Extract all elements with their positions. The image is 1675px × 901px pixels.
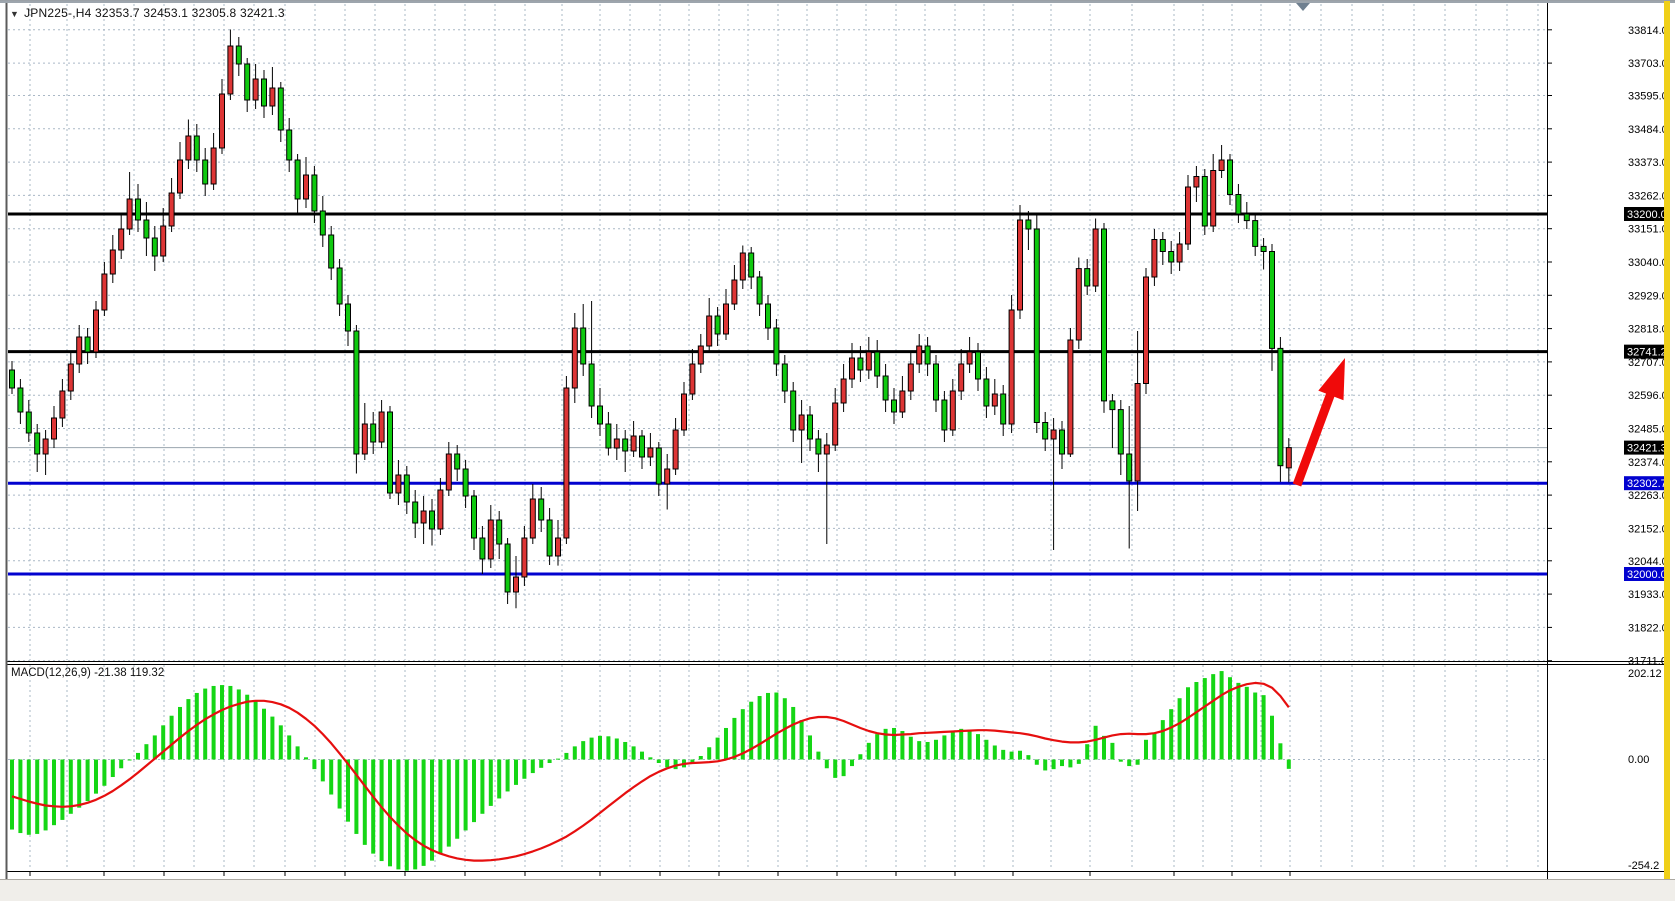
macd-name: MACD(12,26,9) (11, 667, 91, 679)
price-tick-label: 32485.0 (1628, 424, 1668, 436)
price-tick-label: 33040.0 (1628, 257, 1668, 269)
price-tag-label: 32421.3 (1627, 443, 1667, 455)
grid-lines (8, 4, 1546, 870)
price-tag-label: 32000.0 (1627, 569, 1667, 581)
macd-scale-label: 0.00 (1628, 754, 1649, 766)
price-tick-label: 32707.0 (1628, 357, 1668, 369)
price-tick-label: 33373.0 (1628, 157, 1668, 169)
macd-values: -21.38 119.32 (90, 667, 165, 679)
price-tick-label: 31822.0 (1628, 622, 1668, 634)
macd-scale-label: 202.12 (1628, 668, 1662, 680)
price-tick-label: 33595.0 (1628, 91, 1668, 103)
price-tick-label: 32263.0 (1628, 490, 1668, 502)
price-tick-label: 32152.0 (1628, 523, 1668, 535)
chart-frame (0, 1, 1675, 879)
chart-shift-marker-icon (1296, 3, 1310, 11)
candlestick-series (9, 29, 1292, 609)
price-tick-label: 33484.0 (1628, 124, 1668, 136)
price-tick-label: 33703.0 (1628, 58, 1668, 70)
ohlc-values: 32353.7 32453.1 32305.8 32421.3 (91, 6, 285, 20)
price-tick-label: 32044.0 (1628, 556, 1668, 568)
price-tag (1624, 440, 1670, 455)
macd-scale-label: -254.2 (1628, 860, 1659, 872)
symbol-dropdown-icon[interactable]: ▼ (10, 9, 20, 19)
price-axis[interactable]: 33814.0 33703.0 33595.0 33484.0 33373.0 33262… (1547, 25, 1670, 872)
symbol-timeframe-label: JPN225-,H4 (24, 6, 92, 20)
price-tag-label: 32302.7 (1627, 478, 1667, 490)
price-tag-label: 33200.0 (1627, 209, 1667, 221)
price-tick-label: 33814.0 (1628, 25, 1668, 37)
price-tick-label: 32374.0 (1628, 457, 1668, 469)
price-tick-label: 31933.0 (1628, 589, 1668, 601)
price-tag (1624, 207, 1670, 221)
macd-signal-line (11, 681, 1290, 862)
price-tick-label: 33151.0 (1628, 224, 1668, 236)
status-bar (0, 879, 1675, 901)
price-tick-label: 32929.0 (1628, 290, 1668, 302)
price-tick-label: 32818.0 (1628, 324, 1668, 336)
price-tag (1624, 476, 1670, 491)
macd-indicator-label: MACD(12,26,9) -21.38 119.32 (11, 667, 164, 679)
window-edge-highlight (1664, 1, 1670, 879)
chart-plot-area[interactable] (8, 4, 1547, 871)
price-tag (1624, 567, 1670, 581)
price-tick-label: 33262.0 (1628, 190, 1668, 202)
symbol-info-line: ▼ JPN225-,H4 32353.7 32453.1 32305.8 3242… (10, 6, 285, 20)
price-tick-label: 32596.0 (1628, 390, 1668, 402)
price-tag-label: 32741.2 (1627, 347, 1667, 359)
trend-arrow-annotation[interactable] (1292, 358, 1345, 487)
price-tick-label: 31711.0 (1628, 656, 1667, 668)
price-tag (1624, 344, 1670, 359)
macd-histogram (10, 671, 1291, 871)
